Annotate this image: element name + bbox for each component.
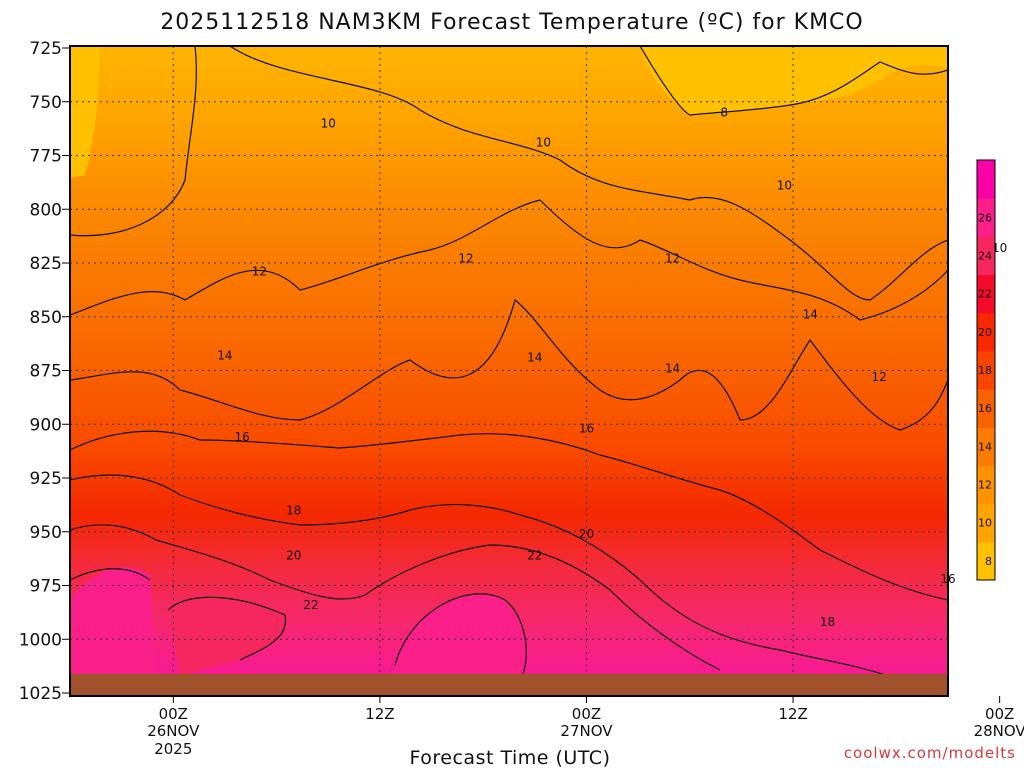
plot-area [70, 46, 948, 696]
y-tick-label: 900 [30, 415, 62, 435]
contour-label: 16 [579, 422, 594, 436]
warm-core-region-center [395, 593, 527, 680]
contour-14 [70, 298, 948, 431]
contour-label: 22 [303, 598, 318, 612]
x-tick-label: 00Z [159, 705, 188, 723]
contour-label: 16 [235, 430, 250, 444]
x-tick-label: 00Z [572, 705, 601, 723]
contour-label: 18 [820, 615, 835, 629]
contour-label: 10 [536, 136, 551, 150]
contour-label: 10 [992, 241, 1007, 255]
x-tick-year-label: 2025 [154, 740, 192, 758]
contour-label: 8 [720, 106, 728, 120]
y-tick-label: 825 [30, 254, 62, 274]
cool-region-top-right [640, 46, 948, 115]
warm-core-region-mid-left [168, 597, 286, 675]
colorbar-segment [977, 198, 995, 237]
colorbar-segment [977, 312, 995, 352]
contour-16 [70, 430, 948, 601]
x-tick-date-label: 27NOV [560, 722, 613, 740]
cool-region-top-left [70, 46, 100, 178]
colorbar-segment [977, 389, 995, 428]
colorbar-tick-label: 20 [978, 326, 992, 339]
colorbar-tick-label: 22 [978, 288, 992, 301]
y-tick-label: 775 [30, 147, 62, 167]
contour-label: 12 [665, 252, 680, 266]
colorbar-tick-label: 8 [985, 555, 992, 568]
warm-core-region-left [70, 567, 156, 680]
contour-label: 14 [217, 348, 232, 362]
contour-label: 12 [871, 370, 886, 384]
y-tick-label: 725 [30, 39, 62, 59]
colorbar-frame [976, 159, 996, 581]
y-tick-label: 875 [30, 362, 62, 382]
contour-20 [70, 524, 721, 671]
colorbar-segment [977, 274, 995, 314]
y-tick-label: 1000 [19, 630, 62, 650]
y-tick-label: 800 [30, 200, 62, 220]
contour-label: 12 [458, 252, 473, 266]
y-tick-label: 950 [30, 523, 62, 543]
contour-label: 14 [803, 308, 818, 322]
colorbar-tick-label: 26 [978, 211, 992, 224]
ground-surface [70, 674, 948, 696]
y-tick-label: 975 [30, 577, 62, 597]
x-tick-label: 00Z [985, 705, 1014, 723]
contour-label: 18 [286, 503, 301, 517]
contour-8 [639, 46, 948, 116]
contour-label: 10 [321, 116, 336, 130]
colorbar-segment [977, 236, 995, 276]
contour-label: 10 [777, 179, 792, 193]
contour-label: 14 [527, 351, 542, 365]
y-axis: 725 750 775 800 825 850 875 900 925 950 975 1000 102… [19, 39, 70, 704]
colorbar-tick-label: 18 [978, 364, 992, 377]
colorbar: 8 10 12 14 16 18 20 22 24 26 [976, 159, 996, 581]
contour-labels: 8 10 10 10 10 10 12 12 12 12 14 14 14 14 16 16 16 18 18 20 2… [217, 106, 1007, 630]
y-tick-label: 1025 [19, 684, 62, 704]
colorbar-segment [977, 160, 995, 199]
colorbar-tick-label: 16 [978, 402, 992, 415]
y-tick-label: 850 [30, 308, 62, 328]
x-tick-date-label: 28NOV [974, 722, 1024, 740]
colorbar-tick-label: 14 [978, 440, 992, 453]
contour-label: 20 [286, 548, 301, 562]
y-tick-label: 750 [30, 93, 62, 113]
colorbar-segment [977, 541, 995, 581]
gridlines [70, 46, 948, 696]
colorbar-tick-label: 12 [978, 479, 992, 492]
colorbar-segment [977, 465, 995, 505]
colorbar-segment [977, 503, 995, 543]
chart-title: 2025112518 NAM3KM Forecast Temperature (… [160, 10, 864, 35]
contour-lines [70, 46, 948, 691]
contour-12 [70, 199, 948, 321]
contour-label: 14 [665, 361, 680, 375]
contour-22 [70, 568, 527, 681]
x-tick-label: 12Z [778, 705, 807, 723]
x-tick-date-label: 26NOV [147, 722, 200, 740]
colorbar-tick-label: 24 [978, 249, 992, 262]
contour-18 [70, 474, 948, 691]
y-tick-label: 925 [30, 469, 62, 489]
contour-10 [70, 46, 948, 301]
source-credit: coolwx.com/modelts [844, 744, 1016, 762]
contour-label: 12 [252, 265, 267, 279]
x-axis-label: Forecast Time (UTC) [410, 747, 611, 768]
colorbar-tick-label: 10 [978, 517, 992, 530]
x-tick-label: 12Z [365, 705, 394, 723]
colorbar-segment [977, 350, 995, 390]
colorbar-segment [977, 427, 995, 466]
contour-label: 22 [527, 548, 542, 562]
